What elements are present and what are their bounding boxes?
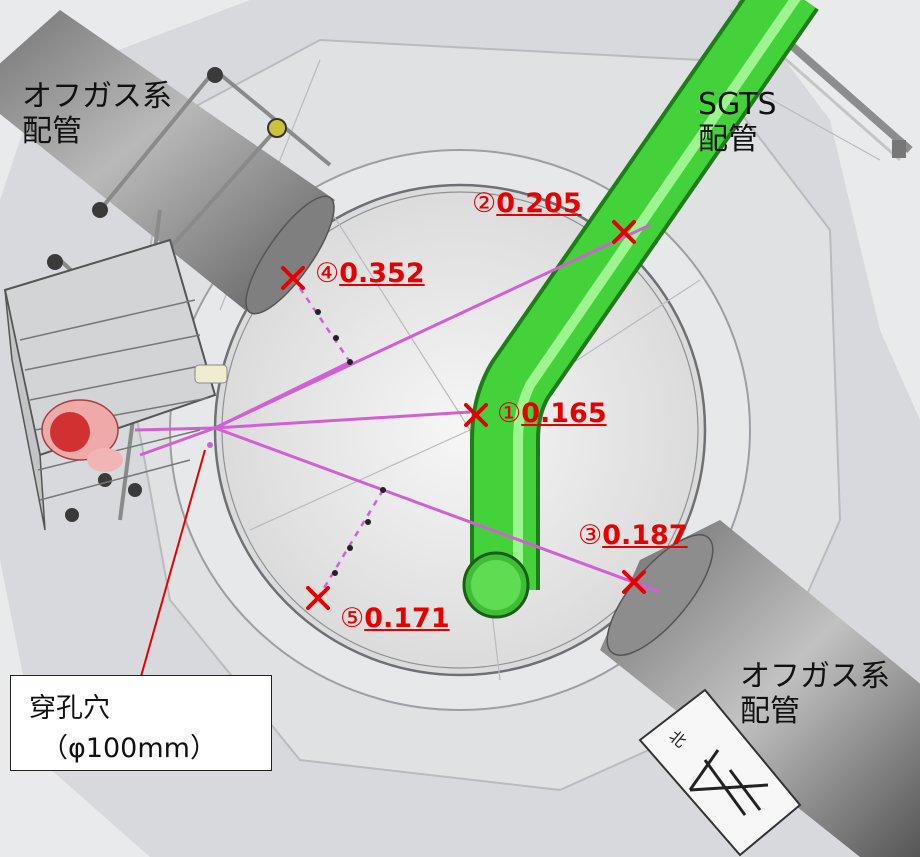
- measurement-4-value: 0.352: [339, 258, 425, 289]
- branch-lines: [291, 277, 385, 599]
- measurement-2-mark: ②: [472, 188, 497, 219]
- measurement-3-value: 0.187: [602, 520, 688, 551]
- offgas-pipe-lower-label: オフガス系 配管: [740, 659, 890, 729]
- measurement-1: ①0.165: [497, 398, 607, 429]
- measurement-5-mark: ⑤: [340, 603, 365, 634]
- measurement-2: ②0.205: [472, 188, 582, 219]
- offgas-lower-line1: オフガス系: [740, 659, 890, 694]
- sgts-pipe-label: SGTS 配管: [698, 87, 777, 157]
- marker-4: [281, 266, 305, 290]
- offgas-pipe-upper-label: オフガス系 配管: [22, 79, 172, 149]
- sight-lines: [134, 223, 661, 594]
- offgas-upper-line1: オフガス系: [22, 79, 172, 114]
- sgts-line2: 配管: [698, 121, 758, 157]
- sgts-pipe: [462, 0, 819, 619]
- measurement-5-value: 0.171: [364, 603, 450, 634]
- measurement-4: ④0.352: [315, 258, 425, 289]
- measurement-2-value: 0.205: [496, 188, 582, 219]
- measurement-3: ③0.187: [578, 520, 688, 551]
- callout-leader: [139, 449, 206, 681]
- marker-1: [464, 403, 488, 427]
- sgts-line1: SGTS: [698, 87, 777, 122]
- compass-plate: 北: [638, 688, 802, 857]
- offgas-pipe-upper: [0, 10, 335, 315]
- measurement-3-mark: ③: [578, 520, 603, 551]
- measurement-ticks: [315, 309, 386, 576]
- offgas-upper-line2: 配管: [22, 113, 82, 149]
- measurement-5: ⑤0.171: [340, 603, 450, 634]
- marker-5: [306, 586, 330, 610]
- callout-title: 穿孔穴: [29, 693, 110, 724]
- callout-diameter: （φ100mm）: [41, 733, 217, 764]
- measurement-4-mark: ④: [315, 258, 340, 289]
- camera-enclosure: [3, 238, 228, 531]
- measure-markers: [281, 220, 646, 610]
- bore-hole-callout: 穿孔穴 （φ100mm）: [10, 675, 272, 771]
- sight-line-3: [214, 426, 661, 594]
- measurement-1-value: 0.165: [521, 398, 607, 429]
- sight-line-1: [214, 410, 471, 430]
- marker-2: [612, 220, 636, 244]
- sight-line-4: [214, 360, 351, 430]
- measurement-1-mark: ①: [497, 398, 522, 429]
- marker-3: [622, 570, 646, 594]
- offgas-lower-line2: 配管: [740, 693, 800, 729]
